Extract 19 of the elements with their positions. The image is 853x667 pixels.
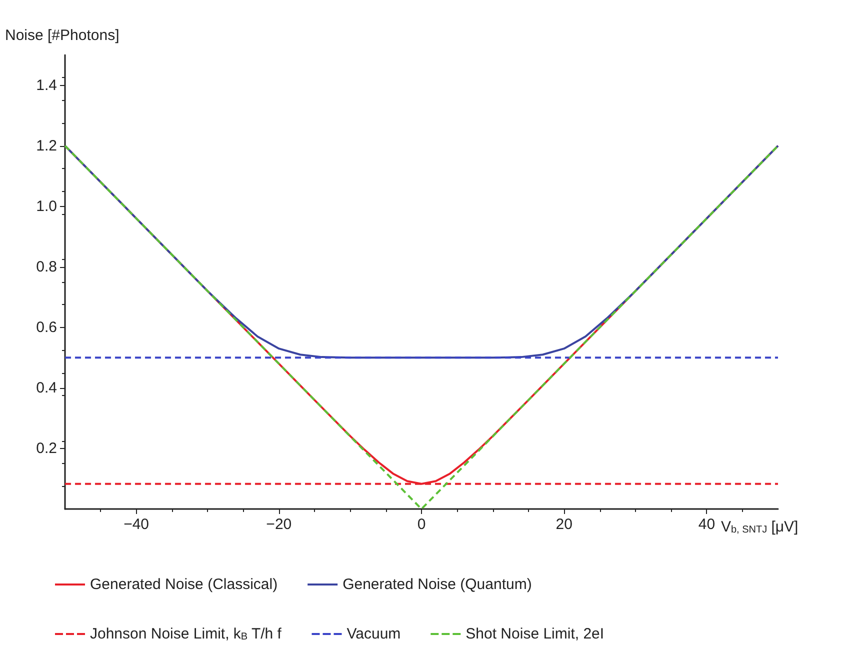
legend-label: Generated Noise (Quantum) xyxy=(342,576,532,593)
y-axis-title: Noise [#Photons] xyxy=(5,27,120,44)
x-tick-label: 40 xyxy=(698,516,716,533)
x-tick-label: 0 xyxy=(417,516,426,533)
y-tick-label: 0.6 xyxy=(36,318,57,336)
legend-label: Generated Noise (Classical) xyxy=(90,576,278,593)
legend-label: Johnson Noise Limit, kB T/h f xyxy=(90,626,282,642)
legend-label: Vacuum xyxy=(346,626,401,642)
y-tick-label: 1.2 xyxy=(36,137,57,154)
y-tick-label: 0.2 xyxy=(36,440,57,457)
y-tick-label: 0.4 xyxy=(36,379,57,396)
y-tick-label: 0.8 xyxy=(36,258,57,276)
x-axis-title: Vb, SNTJ [μV] xyxy=(720,518,798,536)
x-tick-label: 20 xyxy=(556,516,572,533)
x-tick-label: −20 xyxy=(266,516,292,533)
legend-label: Shot Noise Limit, 2eI xyxy=(466,626,604,642)
y-tick-label: 1.0 xyxy=(36,198,57,215)
y-tick-label: 1.4 xyxy=(36,76,57,94)
x-tick-label: −40 xyxy=(124,516,150,533)
